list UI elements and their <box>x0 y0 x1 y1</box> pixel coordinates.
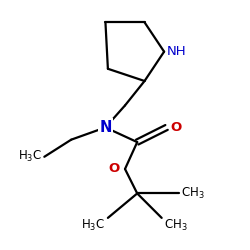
Text: O: O <box>170 121 181 134</box>
Text: O: O <box>109 162 120 175</box>
Text: H$_3$C: H$_3$C <box>18 149 42 164</box>
Text: N: N <box>99 120 112 135</box>
Text: H$_3$C: H$_3$C <box>81 218 106 233</box>
Text: CH$_3$: CH$_3$ <box>164 218 188 233</box>
Text: CH$_3$: CH$_3$ <box>181 186 205 201</box>
Text: NH: NH <box>166 45 186 58</box>
